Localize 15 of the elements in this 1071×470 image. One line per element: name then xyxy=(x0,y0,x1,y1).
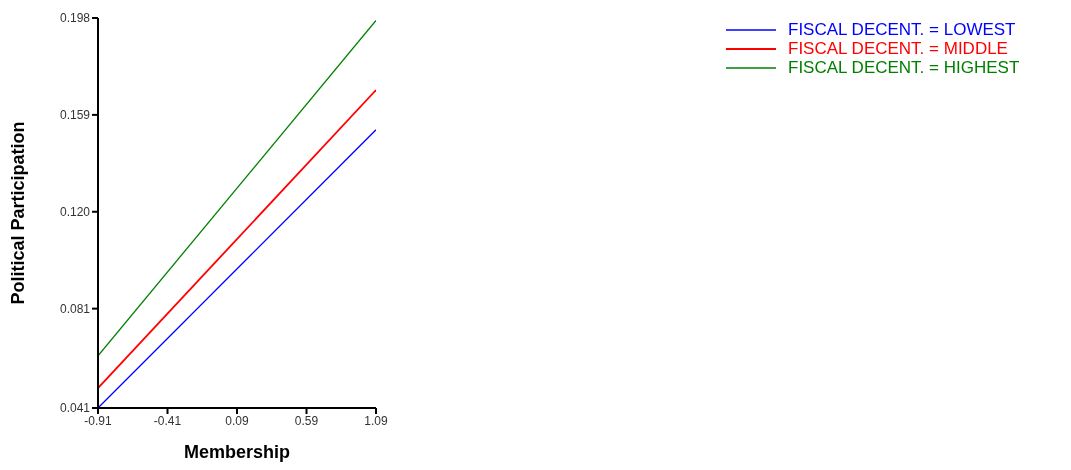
y-tick-label: 0.159 xyxy=(59,108,91,123)
x-tick-label: 1.09 xyxy=(364,413,388,428)
x-tick-label: -0.41 xyxy=(153,413,182,428)
y-tick-label: 0.120 xyxy=(59,205,91,220)
legend-label: FISCAL DECENT. = MIDDLE xyxy=(788,38,1008,59)
legend-label: FISCAL DECENT. = LOWEST xyxy=(788,19,1016,40)
y-axis-title: Political Participation xyxy=(8,121,29,305)
x-axis-title: Membership xyxy=(183,442,291,462)
y-tick-label: 0.081 xyxy=(59,301,91,316)
legend-label: FISCAL DECENT. = HIGHEST xyxy=(788,57,1020,78)
x-tick-label: 0.59 xyxy=(294,413,319,428)
y-tick-label: 0.041 xyxy=(59,401,91,416)
y-tick-label: 0.198 xyxy=(59,11,91,26)
x-tick-label: 0.09 xyxy=(225,413,249,428)
x-tick-label: -0.91 xyxy=(84,413,112,428)
